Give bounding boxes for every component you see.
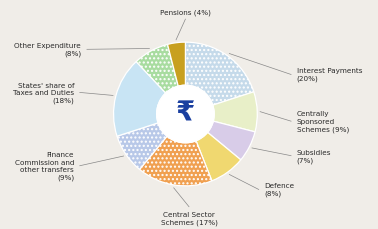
Wedge shape <box>208 122 255 160</box>
Text: Defence
(8%): Defence (8%) <box>265 183 294 197</box>
Text: ₹: ₹ <box>176 99 195 127</box>
Wedge shape <box>213 92 257 132</box>
Wedge shape <box>196 133 241 181</box>
Wedge shape <box>139 136 212 186</box>
Text: Central Sector
Schemes (17%): Central Sector Schemes (17%) <box>161 211 217 225</box>
Text: Interest Payments
(20%): Interest Payments (20%) <box>297 68 362 82</box>
Text: Centrally
Sponsored
Schemes (9%): Centrally Sponsored Schemes (9%) <box>297 111 349 132</box>
Text: Other Expenditure
(8%): Other Expenditure (8%) <box>14 43 81 57</box>
Wedge shape <box>136 45 178 94</box>
Wedge shape <box>117 123 167 170</box>
Text: Finance
Commission and
other transfers
(9%): Finance Commission and other transfers (… <box>14 152 74 180</box>
Text: Subsidies
(7%): Subsidies (7%) <box>297 149 331 163</box>
Wedge shape <box>167 43 185 87</box>
Text: States' share of
Taxes and Duties
(18%): States' share of Taxes and Duties (18%) <box>13 82 74 104</box>
Wedge shape <box>185 43 254 106</box>
Circle shape <box>156 86 214 143</box>
Text: Pensions (4%): Pensions (4%) <box>160 9 211 16</box>
Wedge shape <box>113 62 166 137</box>
